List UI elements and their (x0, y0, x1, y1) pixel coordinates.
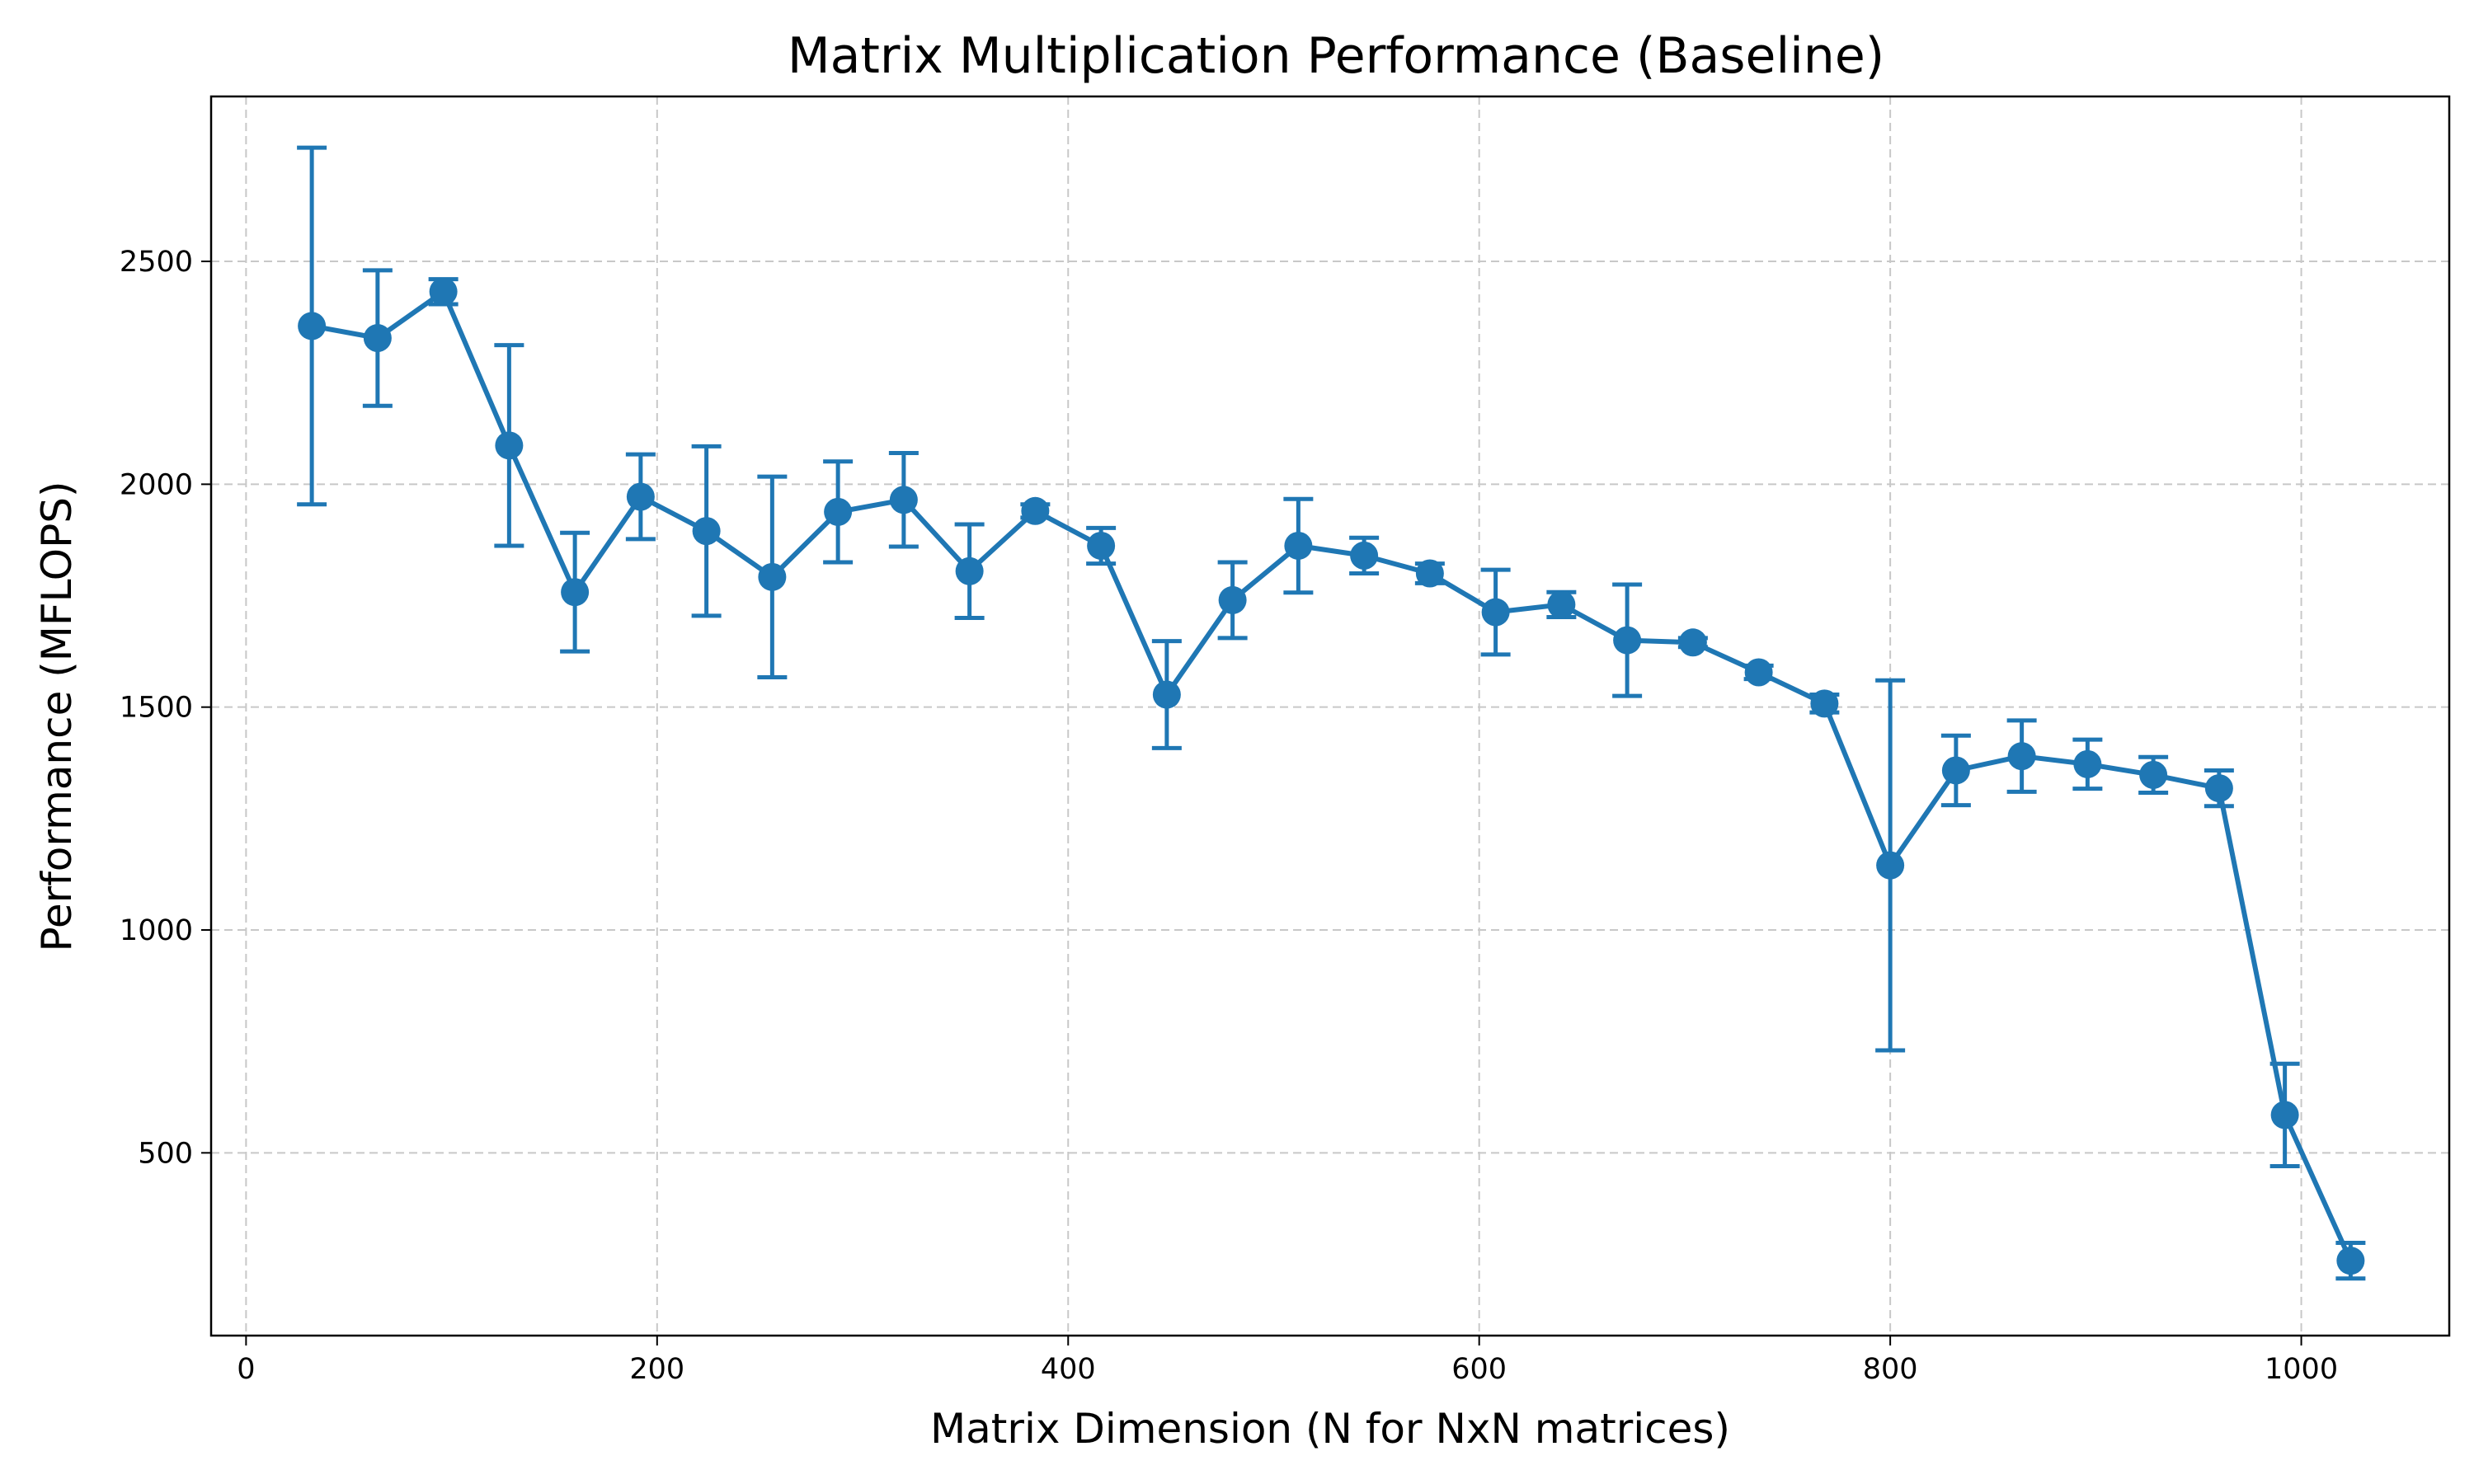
data-point (626, 482, 655, 511)
data-point (429, 277, 458, 306)
data-point (1021, 496, 1050, 525)
data-point (363, 324, 392, 353)
data-point (1284, 531, 1313, 560)
x-tick-label: 0 (237, 1353, 255, 1386)
y-tick-label: 1500 (120, 692, 193, 725)
data-point (1481, 598, 1510, 627)
series-layer (297, 145, 2366, 1281)
data-point (692, 517, 721, 546)
axis-ticks: 0 200 400 600 800 1000 500 1000 1500 2000 2500 (120, 246, 2338, 1386)
data-point (1744, 658, 1773, 687)
data-point (1876, 851, 1905, 880)
data-point (495, 431, 524, 460)
data-point (2204, 774, 2233, 803)
data-point (1678, 628, 1707, 657)
plot-frame (209, 95, 2451, 1337)
data-point (1087, 531, 1116, 560)
data-point (889, 486, 918, 514)
data-point (2336, 1247, 2365, 1275)
data-point (824, 497, 853, 526)
series-line (311, 289, 2354, 1262)
y-tick-label: 500 (138, 1137, 193, 1170)
data-point (2073, 749, 2102, 778)
y-axis-label: Performance (MFLOPS) (33, 481, 81, 952)
data-point (758, 562, 787, 591)
data-point (2139, 760, 2168, 789)
data-point (1547, 590, 1576, 619)
grid (211, 96, 2449, 1336)
data-point (298, 312, 327, 340)
data-point (1810, 689, 1839, 718)
y-tick-label: 2500 (120, 246, 193, 279)
x-tick-label: 600 (1451, 1353, 1507, 1386)
chart-title: Matrix Multiplication Performance (Basel… (788, 27, 1884, 85)
data-point (1152, 680, 1181, 709)
data-point (1218, 585, 1247, 614)
x-tick-label: 200 (629, 1353, 684, 1386)
data-point (2007, 742, 2036, 771)
data-point (1415, 559, 1444, 588)
data-point (2270, 1101, 2299, 1129)
x-tick-label: 400 (1041, 1353, 1096, 1386)
x-tick-label: 800 (1863, 1353, 1918, 1386)
x-axis-label: Matrix Dimension (N for NxN matrices) (930, 1405, 1730, 1453)
data-point (1613, 626, 1642, 655)
y-tick-label: 1000 (120, 914, 193, 947)
data-point (1941, 756, 1970, 785)
data-point (561, 578, 590, 607)
x-tick-label: 1000 (2265, 1353, 2338, 1386)
data-point (1350, 541, 1379, 570)
y-tick-label: 2000 (120, 468, 193, 501)
data-point (955, 556, 984, 585)
